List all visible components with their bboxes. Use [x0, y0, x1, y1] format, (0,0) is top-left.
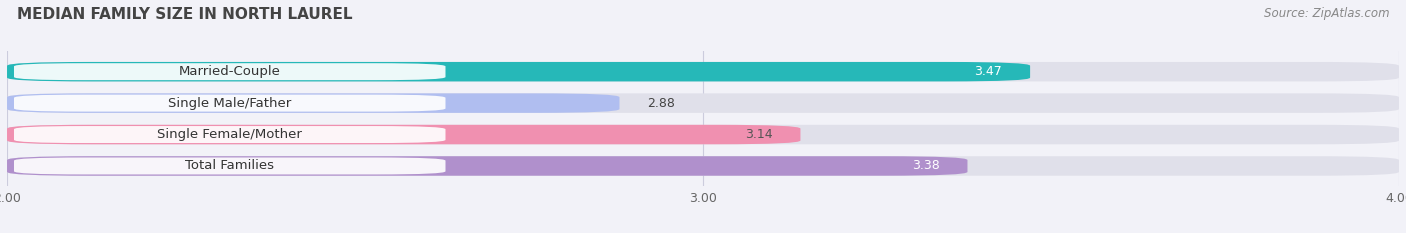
FancyBboxPatch shape	[14, 95, 446, 112]
Text: 2.88: 2.88	[647, 97, 675, 110]
FancyBboxPatch shape	[7, 125, 800, 144]
FancyBboxPatch shape	[7, 156, 967, 176]
Text: MEDIAN FAMILY SIZE IN NORTH LAUREL: MEDIAN FAMILY SIZE IN NORTH LAUREL	[17, 7, 353, 22]
Text: Single Male/Father: Single Male/Father	[169, 97, 291, 110]
FancyBboxPatch shape	[7, 125, 1399, 144]
FancyBboxPatch shape	[7, 93, 1399, 113]
FancyBboxPatch shape	[7, 93, 620, 113]
Text: Single Female/Mother: Single Female/Mother	[157, 128, 302, 141]
Text: Source: ZipAtlas.com: Source: ZipAtlas.com	[1264, 7, 1389, 20]
FancyBboxPatch shape	[14, 158, 446, 175]
Text: Total Families: Total Families	[186, 159, 274, 172]
Text: 3.38: 3.38	[912, 159, 939, 172]
FancyBboxPatch shape	[7, 156, 1399, 176]
Text: 3.14: 3.14	[745, 128, 773, 141]
FancyBboxPatch shape	[14, 126, 446, 143]
FancyBboxPatch shape	[14, 63, 446, 80]
FancyBboxPatch shape	[7, 62, 1399, 81]
Text: 3.47: 3.47	[974, 65, 1002, 78]
Text: Married-Couple: Married-Couple	[179, 65, 281, 78]
FancyBboxPatch shape	[7, 62, 1031, 81]
